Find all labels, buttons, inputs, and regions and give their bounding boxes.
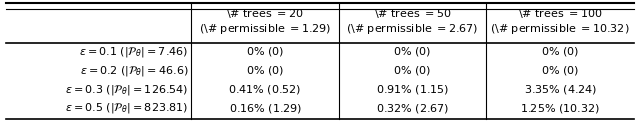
Text: $0\%$ (0): $0\%$ (0) — [541, 64, 579, 77]
Text: $\epsilon = 0.3$ $(|\mathcal{P}_{\theta}| = 126.54)$: $\epsilon = 0.3$ $(|\mathcal{P}_{\theta}… — [65, 83, 188, 97]
Text: $3.35\%$ (4.24): $3.35\%$ (4.24) — [524, 83, 596, 96]
Text: \# trees $= 50$: \# trees $= 50$ — [374, 7, 451, 20]
Text: $0.91\%$ (1.15): $0.91\%$ (1.15) — [376, 83, 449, 96]
Text: (\# permissible $= 2.67$): (\# permissible $= 2.67$) — [346, 22, 479, 36]
Text: $0\%$ (0): $0\%$ (0) — [541, 46, 579, 59]
Text: $0\%$ (0): $0\%$ (0) — [246, 46, 284, 59]
Text: $1.25\%$ (10.32): $1.25\%$ (10.32) — [520, 102, 600, 115]
Text: (\# permissible $= 10.32$): (\# permissible $= 10.32$) — [490, 22, 630, 36]
Text: $0\%$ (0): $0\%$ (0) — [246, 64, 284, 77]
Text: $0\%$ (0): $0\%$ (0) — [394, 64, 431, 77]
Text: $0\%$ (0): $0\%$ (0) — [394, 46, 431, 59]
Text: $0.41\%$ (0.52): $0.41\%$ (0.52) — [228, 83, 302, 96]
Text: $\epsilon = 0.5$ $(|\mathcal{P}_{\theta}| = 823.81)$: $\epsilon = 0.5$ $(|\mathcal{P}_{\theta}… — [65, 101, 188, 115]
Text: $\epsilon = 0.2$ $(|\mathcal{P}_{\theta}| = 46.6)$: $\epsilon = 0.2$ $(|\mathcal{P}_{\theta}… — [80, 64, 188, 78]
Text: $0.32\%$ (2.67): $0.32\%$ (2.67) — [376, 102, 449, 115]
Text: $\epsilon = 0.1$ $(|\mathcal{P}_{\theta}| = 7.46)$: $\epsilon = 0.1$ $(|\mathcal{P}_{\theta}… — [79, 45, 188, 59]
Text: \# trees $= 20$: \# trees $= 20$ — [227, 7, 304, 20]
Text: $0.16\%$ (1.29): $0.16\%$ (1.29) — [229, 102, 301, 115]
Text: \# trees $= 100$: \# trees $= 100$ — [518, 7, 602, 20]
Text: (\# permissible $= 1.29$): (\# permissible $= 1.29$) — [199, 22, 331, 36]
